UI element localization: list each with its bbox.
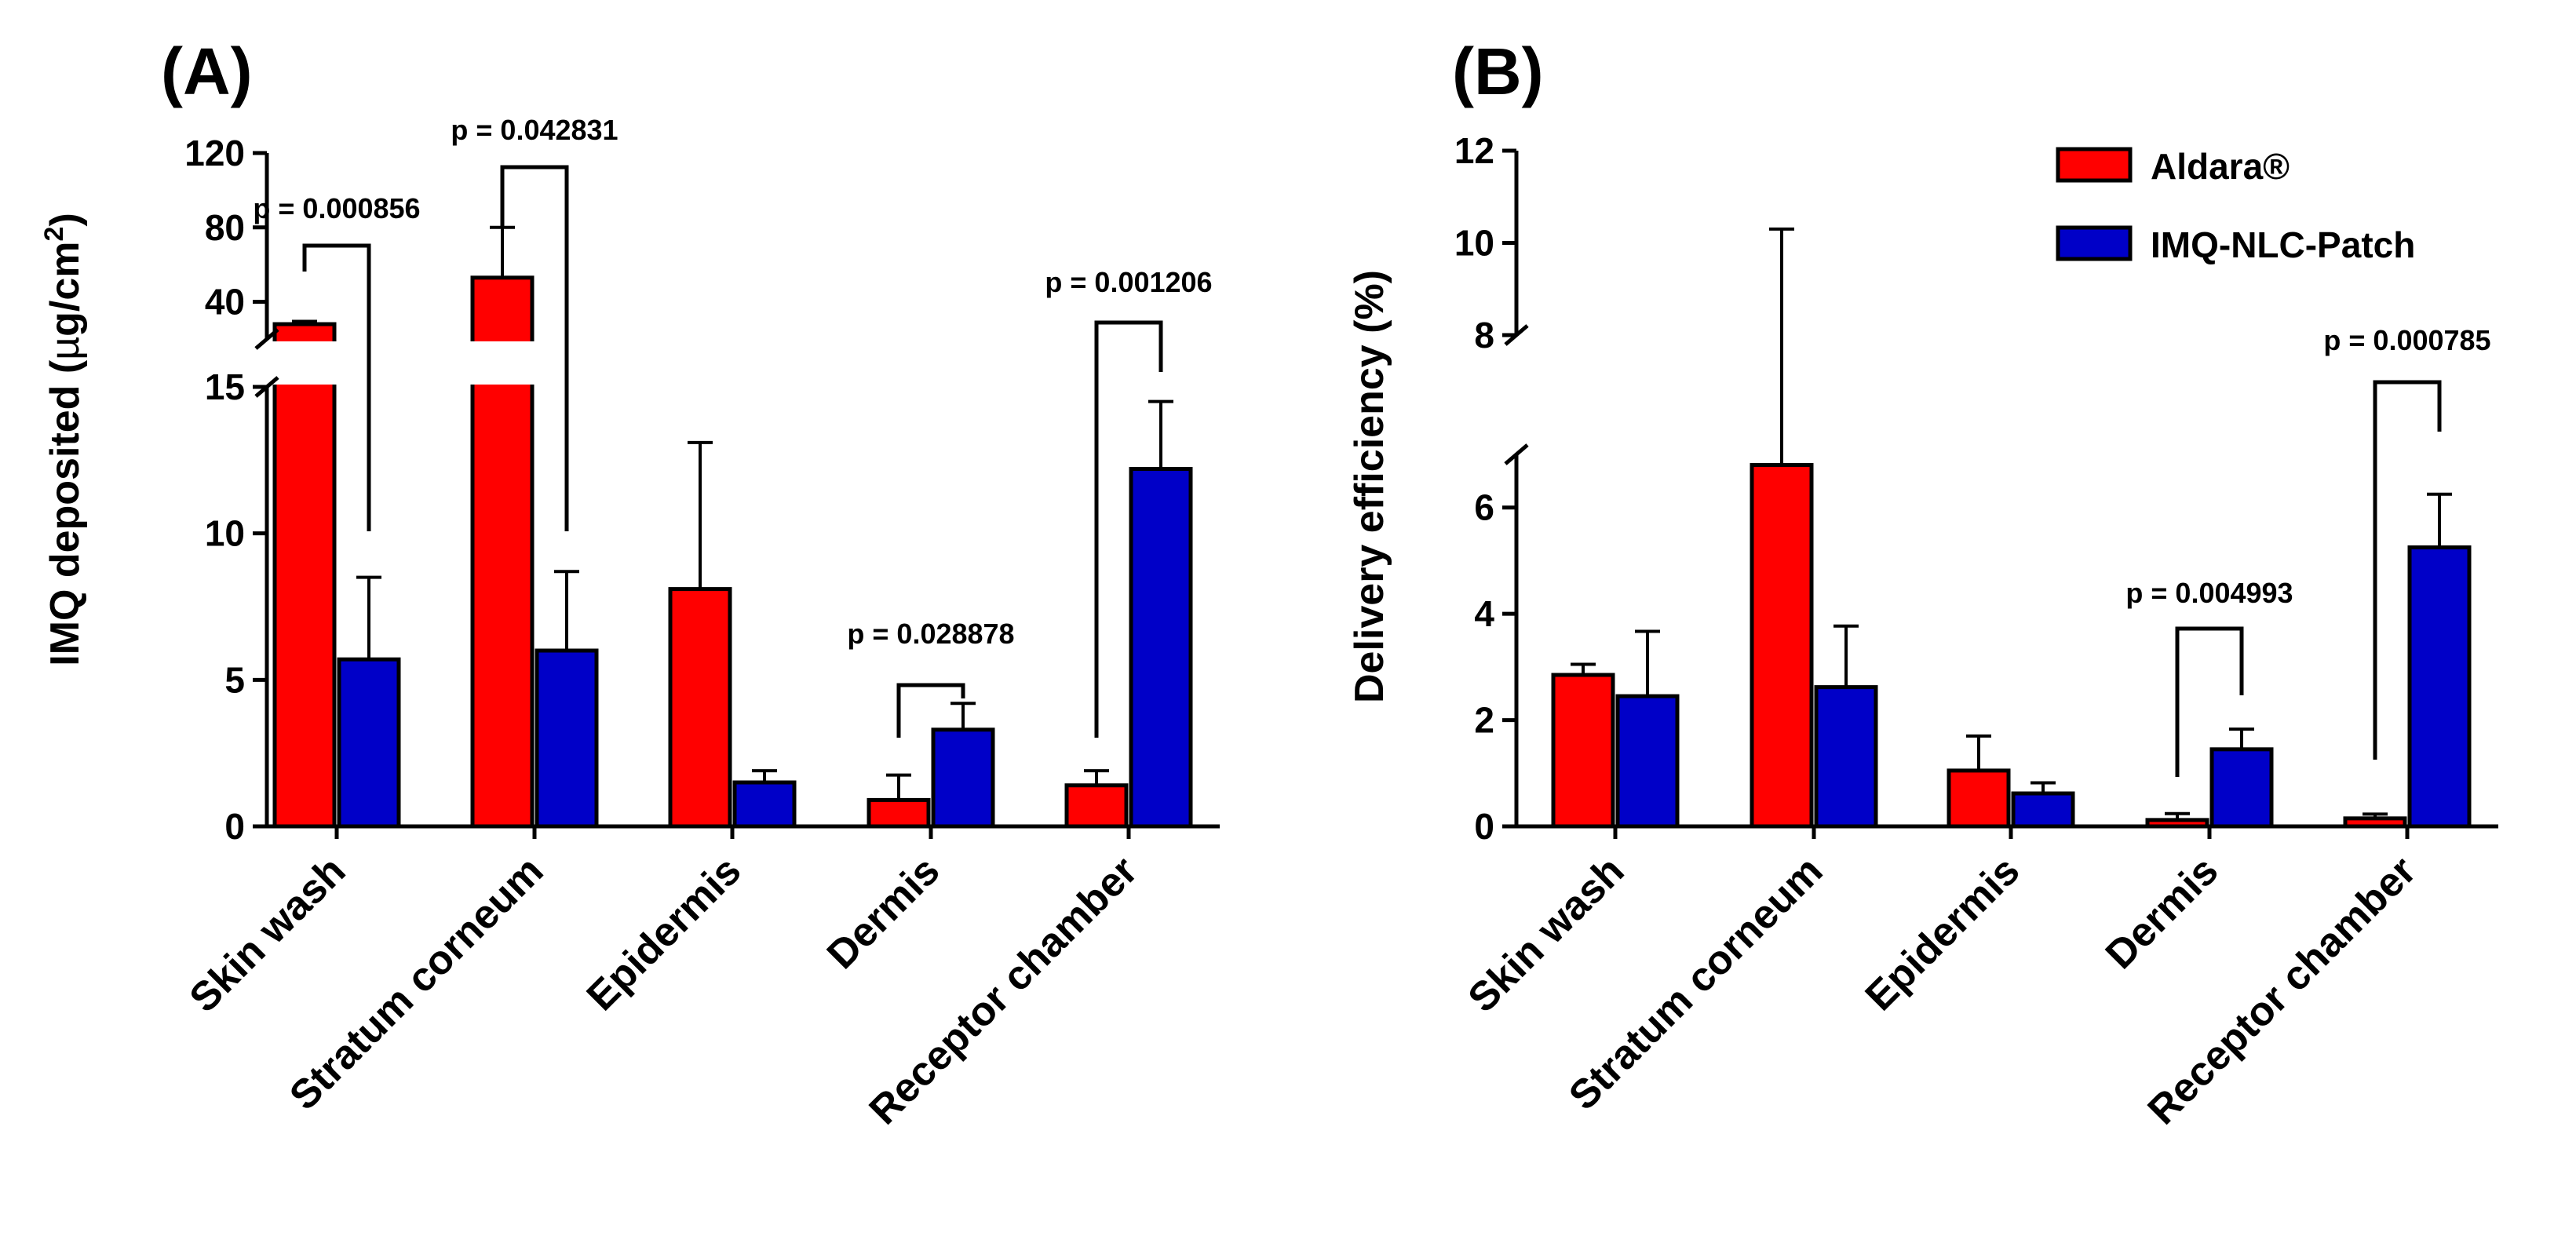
p0-x-tick-label-epidermis: Epidermis: [578, 848, 750, 1019]
p1-pvalue-label-receptor-chamber: p = 0.000785: [2323, 324, 2490, 356]
p0-bar-imq-nlc-patch-receptor-chamber: [1129, 467, 1193, 829]
p1-x-tick-label-dermis: Dermis: [2097, 848, 2228, 978]
p0-bar-imq-nlc-patch-skin-wash: [337, 657, 401, 829]
p1-x-tick-label-skin-wash: Skin wash: [1460, 848, 1633, 1021]
p1-y-tick-label-12: 12: [1454, 130, 1494, 171]
p0-significance-bracket-dermis: [896, 683, 965, 738]
p0-significance-bracket-receptor-chamber: [1094, 320, 1163, 738]
p1-bar-imq-nlc-patch-receptor-chamber: [2407, 545, 2472, 829]
p0-y-tick-label-0: 0: [224, 806, 245, 847]
legend-label-imq-nlc-patch: IMQ-NLC-Patch: [2151, 224, 2415, 265]
legend-swatch-aldara: [2056, 147, 2133, 183]
ylab-a-part-mu: µ: [42, 337, 88, 360]
p0-x-tick-label-dermis: Dermis: [819, 848, 949, 978]
p0-bar-imq-nlc-patch-epidermis: [732, 780, 797, 829]
ylab-a-part-3: g/cm: [42, 241, 88, 336]
p0-y-tick-label-40: 40: [205, 282, 245, 323]
p1-y-tick-label-10: 10: [1454, 223, 1494, 264]
p0-x-tick-label-skin-wash: Skin wash: [181, 848, 355, 1021]
p1-bar-imq-nlc-patch-epidermis: [2011, 791, 2075, 829]
p0-pvalue-label-receptor-chamber: p = 0.001206: [1045, 266, 1212, 298]
p1-axis-break-mark-lower: [1504, 443, 1529, 465]
p1-y-tick-label-4: 4: [1474, 593, 1494, 634]
ylab-a-part-1: IMQ deposited (: [42, 359, 88, 666]
p0-bar-aldara-receptor-chamber: [1064, 783, 1129, 829]
p1-y-tick-label-6: 6: [1474, 487, 1494, 528]
p0-y-tick-label-10: 10: [205, 513, 245, 554]
legend-item-aldara: Aldara®: [2056, 146, 2290, 187]
p1-y-tick-label-8: 8: [1474, 315, 1494, 356]
p0-bar-imq-nlc-patch-dermis: [931, 727, 995, 829]
ylab-a-superscript: 2: [39, 227, 69, 242]
p1-bar-aldara-stratum-corneum: [1750, 463, 1814, 829]
panel-b: (B) Delivery efficiency (%) 0 2 4 6 8 10 12 Ski…: [1347, 35, 2498, 1133]
panel-a: (A) IMQ deposited (µg/cm2) 0 5 10 15 40 80 120…: [39, 35, 1220, 1133]
panel-b-letter: (B): [1452, 35, 1544, 108]
p0-y-tick-label-15: 15: [205, 366, 245, 407]
p0-pvalue-label-skin-wash: p = 0.000856: [253, 192, 420, 224]
p1-y-tick-label-0: 0: [1474, 806, 1494, 847]
p0-bar-aldara-dermis: [867, 797, 931, 829]
p1-pvalue-label-dermis: p = 0.004993: [2125, 577, 2293, 609]
p1-significance-bracket-receptor-chamber: [2373, 380, 2442, 760]
p0-y-tick-label-5: 5: [224, 659, 245, 700]
p1-bar-aldara-skin-wash: [1551, 673, 1615, 829]
p0-bar-aldara-skin-wash: [272, 322, 337, 829]
p0-y-tick-label-120: 120: [184, 133, 245, 173]
p0-bar-aldara-epidermis: [668, 587, 732, 829]
legend-swatch-imq-nlc-patch: [2056, 225, 2133, 261]
p1-bar-imq-nlc-patch-dermis: [2209, 747, 2274, 829]
p1-x-tick-label-epidermis: Epidermis: [1857, 848, 2029, 1019]
p0-significance-bracket-skin-wash: [302, 243, 371, 531]
p1-y-tick-label-2: 2: [1474, 700, 1494, 741]
p1-bar-imq-nlc-patch-stratum-corneum: [1814, 685, 1878, 829]
panel-a-y-axis-label: IMQ deposited (µg/cm2): [39, 213, 88, 666]
p0-bar-imq-nlc-patch-stratum-corneum: [535, 648, 599, 829]
p1-significance-bracket-dermis: [2175, 626, 2244, 777]
legend-label-aldara: Aldara®: [2151, 146, 2290, 187]
legend: Aldara® IMQ-NLC-Patch: [2056, 146, 2415, 265]
p1-bar-aldara-epidermis: [1947, 768, 2011, 829]
p0-bar-break-gap-aldara-stratum-corneum: [469, 341, 535, 385]
p0-bar-break-gap-aldara-skin-wash: [272, 341, 338, 385]
ylab-a-part-5: ): [42, 213, 88, 226]
p0-pvalue-label-stratum-corneum: p = 0.042831: [451, 114, 618, 146]
p0-pvalue-label-dermis: p = 0.028878: [847, 618, 1014, 650]
panel-a-letter: (A): [161, 35, 253, 108]
p0-y-tick-label-80: 80: [205, 207, 245, 248]
p0-axis-break-mark-upper: [254, 328, 279, 350]
legend-item-imq-nlc-patch: IMQ-NLC-Patch: [2056, 224, 2415, 265]
p0-significance-bracket-stratum-corneum: [500, 165, 569, 531]
panel-b-y-axis-label: Delivery efficiency (%): [1347, 270, 1392, 703]
p1-bar-imq-nlc-patch-skin-wash: [1615, 694, 1680, 829]
